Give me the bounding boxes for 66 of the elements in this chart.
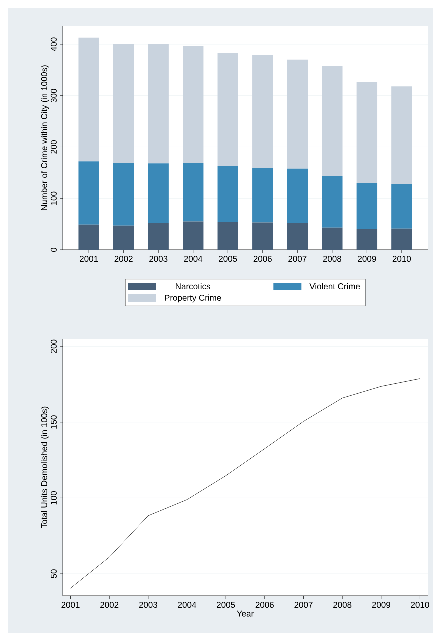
bar [78,162,100,225]
y-tick-label: 300 [50,89,57,103]
bar [218,53,238,166]
y-tick-label: 100 [50,491,57,505]
bar [252,55,274,168]
x-tick-label: 2003 [139,602,158,608]
bar [322,176,343,228]
y-axis-title: Total Units Demolished (in 100s) [41,406,50,528]
line-series [70,378,420,589]
bar [252,222,274,250]
y-tick-label: 50 [50,570,57,578]
bar [148,164,169,224]
x-tick-label: 2009 [372,602,390,608]
x-tick-label: 2008 [334,602,352,608]
x-tick-label: 2001 [80,256,98,262]
x-tick-label: 2004 [178,602,196,608]
bar [356,82,378,184]
bar [183,222,204,250]
bar [218,222,238,250]
bar [148,223,169,250]
y-tick-label: 400 [50,38,57,52]
x-tick-label: 2006 [254,256,272,262]
x-tick-label: 2007 [288,256,307,262]
bar [78,224,100,250]
legend-label: Property Crime [165,294,222,303]
bar [148,44,169,164]
y-tick-label: 200 [50,340,57,354]
legend-label: Narcotics [176,283,210,290]
x-tick-label: 2007 [294,602,313,608]
x-tick-label: 2008 [323,256,342,262]
y-tick-label: 150 [50,416,57,429]
bar [113,44,134,164]
bar [322,228,343,250]
bar [392,184,412,229]
bar [183,46,204,164]
bar [392,86,412,184]
y-tick-label: 0 [50,248,57,252]
x-tick-label: 2003 [150,256,168,262]
bar [287,223,308,250]
x-tick-label: 2002 [100,602,119,608]
bar [322,66,343,177]
x-tick-label: 2010 [392,256,412,262]
x-axis-title: Year [237,610,254,617]
bar [183,163,204,222]
bar [113,163,134,226]
x-tick-label: 2001 [62,602,80,608]
bar [287,168,308,224]
bar [218,166,238,222]
x-tick-label: 2006 [256,602,274,608]
bar [252,168,274,223]
x-tick-label: 2002 [114,256,133,262]
bar [287,60,308,169]
bar [356,183,378,230]
x-tick-label: 2009 [358,256,376,262]
bar [356,229,378,250]
y-axis-title: Number of Crime within City (in 1000s) [41,66,50,210]
x-tick-label: 2005 [219,256,238,262]
y-tick-label: 200 [50,140,57,154]
y-tick-label: 100 [50,192,57,206]
bar [392,228,412,250]
bar [78,38,100,162]
x-tick-label: 2010 [411,602,430,608]
x-tick-label: 2004 [184,256,203,262]
legend-label: Violent Crime [310,283,360,290]
x-tick-label: 2005 [217,602,236,608]
bar [113,226,134,250]
